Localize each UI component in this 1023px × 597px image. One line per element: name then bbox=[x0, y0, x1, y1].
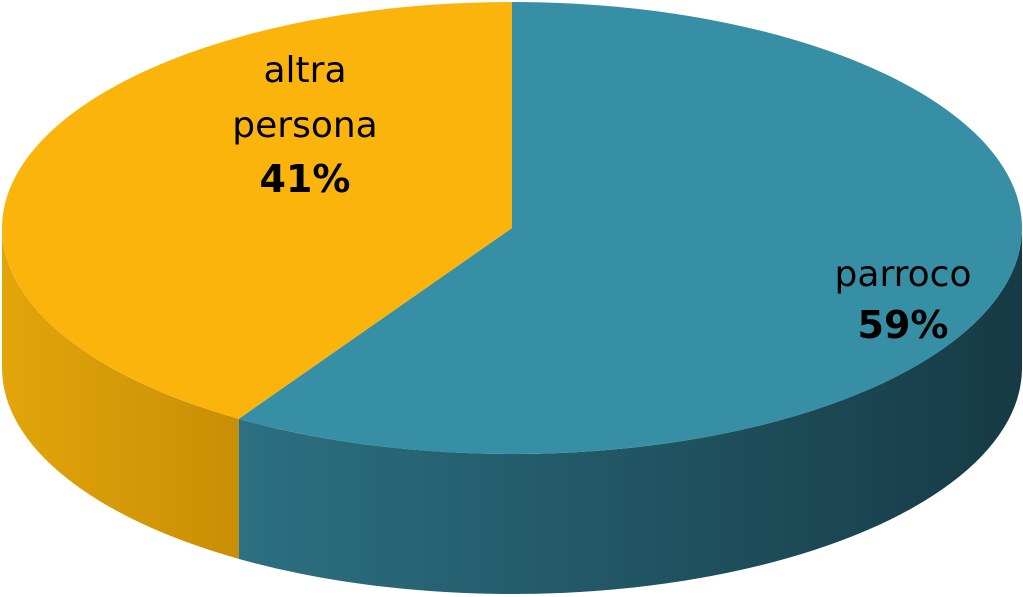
pie-slice-altra-persona bbox=[1, 2, 513, 419]
slice-percent-parroco: 59% bbox=[858, 303, 949, 347]
pie-slice-parroco bbox=[238, 2, 1022, 454]
slice-percent-altra-persona: 41% bbox=[260, 157, 351, 201]
slice-label-parroco: parroco bbox=[835, 254, 972, 295]
pie-side-altra-persona bbox=[2, 228, 239, 559]
pie-side-parroco bbox=[238, 228, 1022, 594]
slice-label-altra-persona-line1: altra bbox=[263, 50, 346, 91]
slice-label-altra-persona-line2: persona bbox=[232, 105, 377, 146]
